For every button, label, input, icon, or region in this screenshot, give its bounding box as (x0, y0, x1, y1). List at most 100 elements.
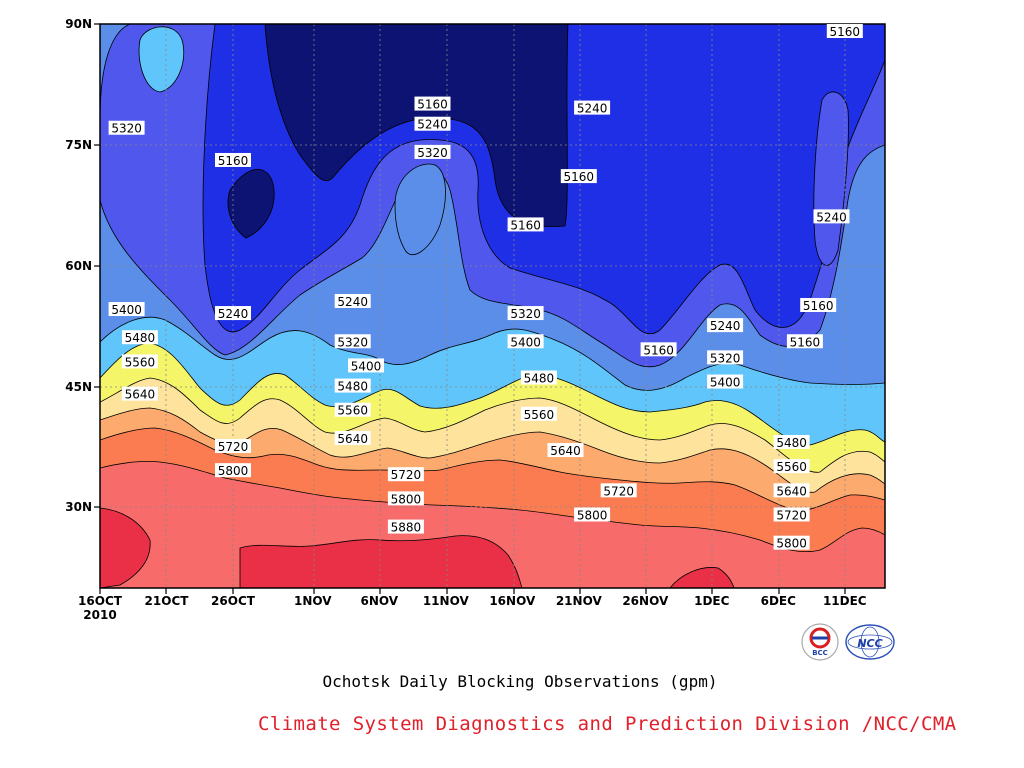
contour-label: 5320 (108, 120, 145, 136)
contour-label-text: 5640 (125, 388, 156, 402)
contour-labels: 5320 5160 5160 5240 5320 5240 5160 5160 5160 5240… (108, 24, 863, 551)
contour-label: 5560 (520, 406, 557, 422)
contour-label-text: 5640 (337, 432, 368, 446)
x-tick-label: 16NOV (489, 594, 536, 608)
contour-label: 5400 (507, 334, 544, 349)
contour-label-text: 5400 (510, 335, 541, 349)
contour-label-text: 5320 (417, 146, 448, 160)
contour-label: 5160 (560, 169, 597, 184)
plot-frame (99, 23, 886, 589)
contour-label-text: 5160 (790, 335, 821, 349)
contour-label: 5240 (414, 116, 451, 132)
contour-label: 5480 (121, 330, 158, 345)
x-tick-label: 26NOV (622, 594, 669, 608)
contour-label: 5800 (773, 535, 810, 551)
contour-label: 5640 (334, 430, 371, 446)
y-tick-labels: 90N 75N 60N 45N 30N (65, 17, 92, 514)
contour-label-text: 5400 (111, 303, 142, 317)
bcc-logo: BCC (801, 623, 839, 661)
contour-label: 5880 (387, 519, 424, 535)
contour-label: 5720 (773, 507, 810, 522)
contour-label-text: 5480 (776, 436, 807, 450)
y-tick-label: 75N (65, 138, 92, 152)
contour-label: 5560 (773, 459, 810, 474)
x-tick-label: 6DEC (761, 594, 797, 608)
contour-label-text: 5880 (391, 521, 422, 535)
logos: BCC NCC (801, 623, 895, 661)
contour-label: 5160 (800, 298, 837, 313)
contour-label: 5240 (707, 318, 744, 333)
contour-label-text: 5560 (524, 408, 555, 422)
contour-label-text: 5240 (218, 307, 249, 321)
x-tick-label: 11NOV (423, 594, 470, 608)
contour-label: 5480 (773, 434, 810, 450)
contour-label-text: 5480 (524, 372, 555, 386)
contour-label: 5240 (334, 293, 371, 309)
contour-label: 5400 (108, 302, 145, 317)
contour-label-text: 5320 (710, 351, 741, 365)
contour-label-text: 5160 (830, 25, 861, 39)
contour-label-text: 5240 (417, 118, 448, 132)
contour-label-text: 5480 (337, 380, 368, 394)
svg-text:BCC: BCC (812, 649, 828, 657)
contour-label: 5800 (215, 463, 251, 478)
contour-fill-5880-1dec (669, 567, 735, 588)
contour-label-text: 5320 (111, 122, 142, 136)
x-tick-label: 1NOV (294, 594, 332, 608)
contour-label: 5640 (547, 443, 584, 458)
contour-label: 5480 (520, 370, 557, 386)
contour-label: 5160 (826, 24, 863, 39)
contour-label: 5800 (574, 507, 611, 522)
contour-label: 5320 (707, 350, 744, 365)
contour-label-text: 5160 (510, 218, 541, 232)
chart-caption: Ochotsk Daily Blocking Observations (gpm… (322, 672, 718, 691)
y-tick-label: 90N (65, 17, 92, 31)
x-tick-label: 6NOV (361, 594, 399, 608)
contour-label: 5320 (334, 334, 371, 349)
x-tick-labels: 16OCT 2010 21OCT 26OCT 1NOV 6NOV 11NOV 16NOV 21N… (78, 594, 867, 622)
y-tick-label: 45N (65, 380, 92, 394)
contour-label-text: 5640 (550, 444, 581, 458)
y-tick-label: 60N (65, 259, 92, 273)
contour-label-text: 5320 (337, 335, 368, 349)
contour-label: 5720 (600, 483, 637, 498)
contour-label: 5560 (121, 354, 158, 369)
contour-label: 5400 (707, 374, 744, 390)
contour-label: 5320 (414, 144, 451, 160)
contour-label-text: 5800 (391, 492, 422, 506)
contour-label: 5240 (215, 306, 251, 321)
contour-label: 5160 (786, 334, 823, 349)
contour-label: 5560 (334, 402, 371, 418)
contour-label-text: 5400 (710, 376, 741, 390)
contour-label-text: 5240 (816, 210, 847, 224)
contour-label: 5160 (640, 342, 677, 357)
contour-label-text: 5400 (351, 359, 382, 373)
x-tick-label: 16OCT 2010 (78, 594, 123, 622)
contour-label: 5720 (215, 439, 251, 454)
contour-label-text: 5560 (337, 404, 368, 418)
contour-label-text: 5800 (218, 464, 249, 478)
x-tick-label: 26OCT (211, 594, 256, 608)
x-tick-label: 21OCT (145, 594, 190, 608)
contour-fill-min-26oct (227, 168, 275, 239)
ncc-logo: NCC (845, 624, 895, 660)
contour-label-text: 5720 (603, 484, 634, 498)
contour-label-text: 5720 (391, 468, 422, 482)
contour-label-text: 5240 (337, 295, 368, 309)
contour-label-text: 5240 (710, 319, 741, 333)
contour-fill-5880-16oct (100, 507, 151, 588)
contour-label: 5640 (121, 386, 158, 402)
organization-credit: Climate System Diagnostics and Predictio… (258, 713, 957, 735)
x-tick-label: 1DEC (694, 594, 730, 608)
contour-label: 5160 (215, 152, 251, 168)
contour-label-text: 5800 (776, 537, 807, 551)
contour-label-text: 5320 (510, 307, 541, 321)
contour-label-text: 5560 (776, 460, 807, 474)
contour-label: 5720 (387, 467, 424, 482)
y-tick-label: 30N (65, 500, 92, 514)
contour-label-text: 5160 (803, 299, 834, 313)
contour-label: 5240 (813, 209, 850, 224)
x-tick-label: 21NOV (556, 594, 603, 608)
contour-label-text: 5640 (776, 484, 807, 498)
